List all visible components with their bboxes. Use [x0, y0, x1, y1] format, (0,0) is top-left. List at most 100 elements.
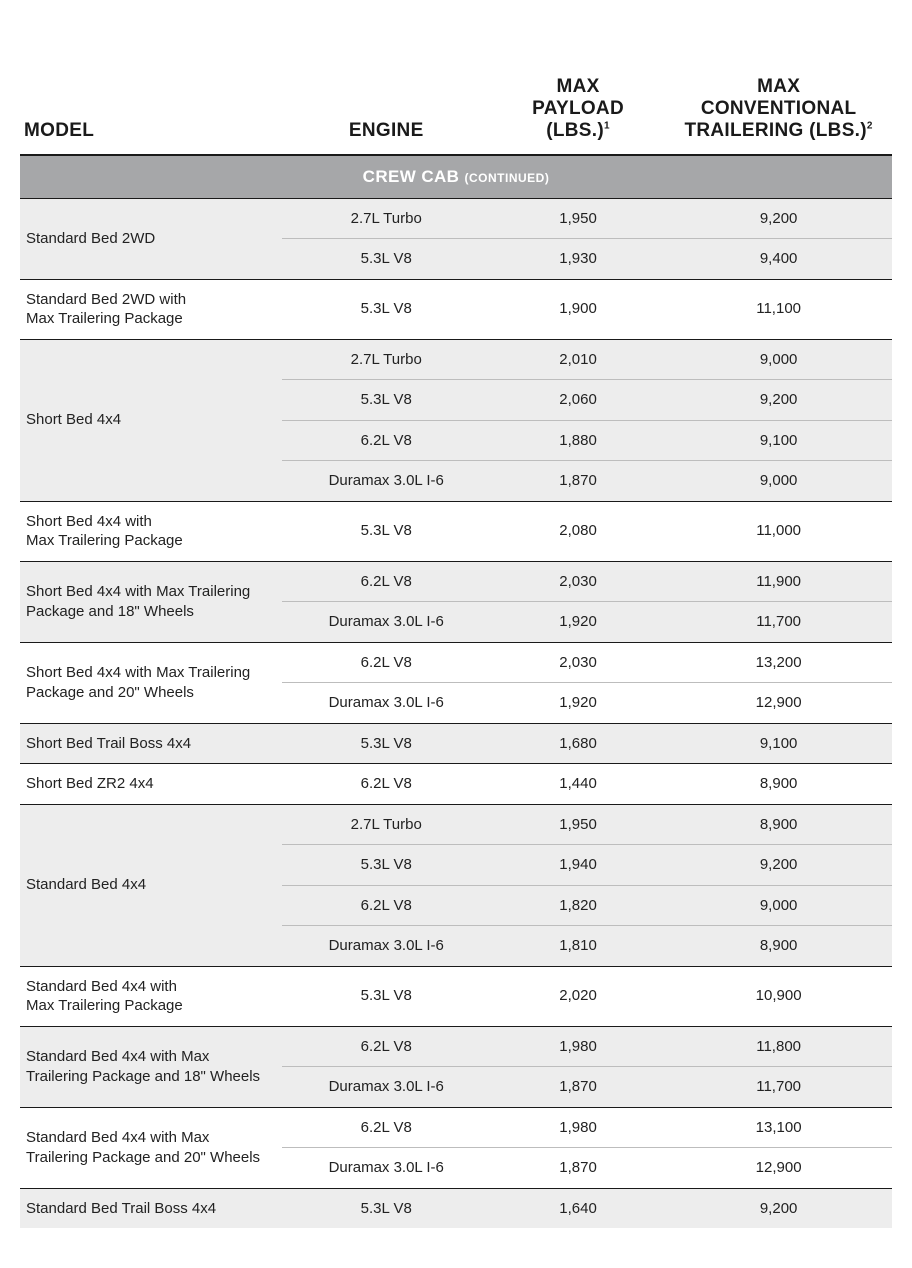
- table-row: Standard Bed 4x4 with MaxTrailering Pack…: [20, 1026, 892, 1067]
- section-row: CREW CAB (CONTINUED): [20, 155, 892, 199]
- footnote-1: 1: [604, 120, 610, 131]
- engine-cell: 2.7L Turbo: [282, 804, 491, 845]
- trailering-cell: 9,100: [665, 723, 892, 764]
- payload-cell: 2,060: [491, 380, 665, 421]
- table-row: Standard Bed 2WD withMax Trailering Pack…: [20, 279, 892, 339]
- model-cell: Standard Bed 2WD: [20, 198, 282, 279]
- trailering-cell: 8,900: [665, 804, 892, 845]
- trailering-cell: 9,000: [665, 885, 892, 926]
- trailering-cell: 9,200: [665, 380, 892, 421]
- trailering-cell: 9,000: [665, 461, 892, 502]
- engine-cell: Duramax 3.0L I-6: [282, 683, 491, 724]
- table-row: Short Bed 4x4 with Max TraileringPackage…: [20, 642, 892, 683]
- engine-cell: Duramax 3.0L I-6: [282, 926, 491, 967]
- engine-cell: 6.2L V8: [282, 1107, 491, 1148]
- footnote-2: 2: [867, 120, 873, 131]
- engine-cell: 6.2L V8: [282, 561, 491, 602]
- header-model: MODEL: [20, 70, 282, 155]
- model-cell: Short Bed 4x4 withMax Trailering Package: [20, 501, 282, 561]
- payload-cell: 1,880: [491, 420, 665, 461]
- payload-cell: 2,080: [491, 501, 665, 561]
- trailering-cell: 13,100: [665, 1107, 892, 1148]
- engine-cell: Duramax 3.0L I-6: [282, 1067, 491, 1108]
- trailering-cell: 13,200: [665, 642, 892, 683]
- payload-cell: 1,870: [491, 461, 665, 502]
- header-engine: ENGINE: [282, 70, 491, 155]
- header-payload: MAXPAYLOAD(LBS.)1: [491, 70, 665, 155]
- trailering-cell: 12,900: [665, 683, 892, 724]
- section-note: (CONTINUED): [465, 171, 550, 185]
- header-payload-text: MAXPAYLOAD(LBS.): [532, 76, 624, 141]
- payload-cell: 1,820: [491, 885, 665, 926]
- trailering-cell: 11,900: [665, 561, 892, 602]
- engine-cell: 2.7L Turbo: [282, 339, 491, 380]
- engine-cell: 5.3L V8: [282, 380, 491, 421]
- trailering-cell: 9,100: [665, 420, 892, 461]
- engine-cell: 6.2L V8: [282, 420, 491, 461]
- payload-cell: 1,930: [491, 239, 665, 280]
- model-cell: Standard Bed 4x4 with MaxTrailering Pack…: [20, 1026, 282, 1107]
- model-cell: Standard Bed Trail Boss 4x4: [20, 1188, 282, 1228]
- payload-cell: 1,680: [491, 723, 665, 764]
- payload-cell: 1,980: [491, 1026, 665, 1067]
- table-row: Standard Bed 4x4 with MaxTrailering Pack…: [20, 1107, 892, 1148]
- engine-cell: 6.2L V8: [282, 1026, 491, 1067]
- engine-cell: 5.3L V8: [282, 845, 491, 886]
- payload-cell: 2,020: [491, 966, 665, 1026]
- header-trailering-text: MAXCONVENTIONALTRAILERING (LBS.): [684, 76, 866, 141]
- table-row: Short Bed 4x4 with Max TraileringPackage…: [20, 561, 892, 602]
- table-row: Standard Bed 4x4 withMax Trailering Pack…: [20, 966, 892, 1026]
- table-row: Standard Bed Trail Boss 4x45.3L V81,6409…: [20, 1188, 892, 1228]
- engine-cell: Duramax 3.0L I-6: [282, 602, 491, 643]
- payload-cell: 1,950: [491, 804, 665, 845]
- engine-cell: 6.2L V8: [282, 764, 491, 805]
- engine-cell: Duramax 3.0L I-6: [282, 1148, 491, 1189]
- section-title: CREW CAB: [363, 167, 460, 186]
- table-row: Short Bed 4x4 withMax Trailering Package…: [20, 501, 892, 561]
- specs-table: MODEL ENGINE MAXPAYLOAD(LBS.)1 MAXCONVEN…: [20, 70, 892, 1228]
- payload-cell: 1,640: [491, 1188, 665, 1228]
- payload-cell: 1,440: [491, 764, 665, 805]
- trailering-cell: 9,000: [665, 339, 892, 380]
- trailering-cell: 8,900: [665, 926, 892, 967]
- table-row: Standard Bed 2WD2.7L Turbo1,9509,200: [20, 198, 892, 239]
- table-row: Standard Bed 4x42.7L Turbo1,9508,900: [20, 804, 892, 845]
- table-row: Short Bed 4x42.7L Turbo2,0109,000: [20, 339, 892, 380]
- table-row: Short Bed Trail Boss 4x45.3L V81,6809,10…: [20, 723, 892, 764]
- engine-cell: 5.3L V8: [282, 723, 491, 764]
- model-cell: Standard Bed 2WD withMax Trailering Pack…: [20, 279, 282, 339]
- model-cell: Standard Bed 4x4: [20, 804, 282, 966]
- payload-cell: 1,900: [491, 279, 665, 339]
- engine-cell: 5.3L V8: [282, 966, 491, 1026]
- engine-cell: 5.3L V8: [282, 279, 491, 339]
- engine-cell: Duramax 3.0L I-6: [282, 461, 491, 502]
- trailering-cell: 11,700: [665, 1067, 892, 1108]
- trailering-cell: 11,000: [665, 501, 892, 561]
- model-cell: Short Bed ZR2 4x4: [20, 764, 282, 805]
- trailering-cell: 11,800: [665, 1026, 892, 1067]
- engine-cell: 2.7L Turbo: [282, 198, 491, 239]
- engine-cell: 6.2L V8: [282, 885, 491, 926]
- engine-cell: 5.3L V8: [282, 239, 491, 280]
- trailering-cell: 11,100: [665, 279, 892, 339]
- trailering-cell: 10,900: [665, 966, 892, 1026]
- model-cell: Short Bed 4x4 with Max TraileringPackage…: [20, 561, 282, 642]
- header-row: MODEL ENGINE MAXPAYLOAD(LBS.)1 MAXCONVEN…: [20, 70, 892, 155]
- payload-cell: 1,950: [491, 198, 665, 239]
- trailering-cell: 8,900: [665, 764, 892, 805]
- payload-cell: 1,980: [491, 1107, 665, 1148]
- trailering-cell: 11,700: [665, 602, 892, 643]
- payload-cell: 1,920: [491, 683, 665, 724]
- trailering-cell: 9,200: [665, 198, 892, 239]
- model-cell: Short Bed Trail Boss 4x4: [20, 723, 282, 764]
- payload-cell: 1,920: [491, 602, 665, 643]
- payload-cell: 1,870: [491, 1148, 665, 1189]
- payload-cell: 1,940: [491, 845, 665, 886]
- payload-cell: 1,870: [491, 1067, 665, 1108]
- table-row: Short Bed ZR2 4x46.2L V81,4408,900: [20, 764, 892, 805]
- trailering-cell: 9,200: [665, 1188, 892, 1228]
- model-cell: Standard Bed 4x4 with MaxTrailering Pack…: [20, 1107, 282, 1188]
- trailering-cell: 9,200: [665, 845, 892, 886]
- payload-cell: 2,010: [491, 339, 665, 380]
- payload-cell: 2,030: [491, 561, 665, 602]
